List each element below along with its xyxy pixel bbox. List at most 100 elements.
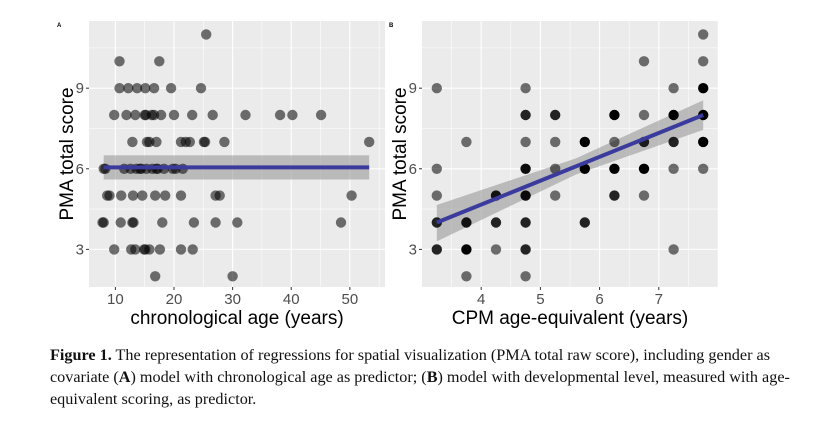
data-point (137, 190, 148, 201)
data-point (609, 109, 620, 121)
data-point (579, 136, 590, 148)
data-point (154, 56, 165, 67)
data-point (609, 163, 620, 174)
data-point (638, 190, 650, 201)
panel-a-x-ticks: 10 20 30 40 50 (107, 287, 358, 308)
data-point (638, 56, 650, 67)
data-point (130, 244, 141, 255)
panel-a-y-axis-title: PMA total score (57, 87, 78, 220)
data-point (187, 109, 198, 121)
data-point (151, 136, 162, 148)
data-point (195, 83, 207, 94)
x-tick-label: 4 (477, 291, 485, 308)
data-point (219, 136, 230, 148)
data-point (609, 136, 620, 148)
data-point (520, 190, 531, 201)
data-point (109, 109, 120, 121)
data-point (227, 271, 238, 282)
figure-caption: Figure 1. The representation of regressi… (50, 344, 820, 410)
x-tick-label: 7 (655, 291, 663, 308)
data-point (698, 136, 709, 148)
data-point (232, 217, 243, 228)
caption-ref-a: A (118, 368, 131, 386)
regression-line (436, 113, 704, 225)
panel-a-tag: A (57, 23, 62, 29)
data-point (160, 190, 171, 201)
data-point (274, 109, 286, 121)
data-point (609, 190, 620, 201)
data-point (431, 190, 442, 201)
y-tick-label: 3 (76, 241, 84, 258)
x-tick-label: 30 (224, 291, 241, 308)
data-point (168, 109, 180, 121)
data-point (315, 109, 327, 121)
data-point (187, 244, 198, 255)
data-point (550, 190, 561, 201)
data-point (638, 109, 650, 121)
panel-b: B 3 6 9 4 5 6 7 CPM age-equivalent (years) PM… (389, 21, 719, 329)
data-point (150, 271, 161, 282)
data-point (431, 83, 442, 94)
data-point (698, 29, 709, 40)
data-point (638, 163, 650, 174)
data-point (128, 217, 139, 228)
data-point (668, 136, 679, 148)
data-point (461, 217, 472, 228)
data-point (131, 83, 143, 94)
y-tick-label: 9 (409, 80, 417, 97)
data-point (698, 56, 709, 67)
data-point (550, 163, 561, 174)
data-point (520, 271, 531, 282)
data-point (98, 217, 109, 228)
data-point (175, 190, 187, 201)
x-tick-label: 50 (341, 291, 358, 308)
panel-a-points (97, 29, 375, 282)
data-point (550, 136, 561, 148)
x-tick-label: 6 (595, 291, 603, 308)
data-point (150, 190, 161, 201)
data-point (104, 190, 115, 201)
data-point (127, 190, 139, 201)
data-point (154, 244, 166, 255)
x-tick-label: 5 (536, 291, 544, 308)
data-point (240, 109, 251, 121)
data-point (668, 83, 679, 94)
y-tick-label: 6 (76, 161, 84, 178)
data-point (165, 83, 177, 94)
data-point (148, 83, 160, 94)
data-point (207, 109, 218, 121)
panel-a: A 3 6 9 10 20 30 40 50 chronological age (year… (57, 21, 385, 329)
data-point (520, 109, 531, 121)
data-point (668, 109, 679, 121)
data-point (116, 190, 127, 201)
data-point (287, 109, 298, 121)
data-point (155, 109, 167, 121)
panel-b-tag: B (389, 23, 394, 29)
data-point (121, 109, 132, 121)
caption-ref-b: B (426, 368, 438, 386)
data-point (199, 136, 211, 148)
panel-a-x-axis-title: chronological age (years) (130, 308, 343, 329)
data-point (431, 244, 442, 255)
data-point (520, 136, 531, 148)
data-point (144, 244, 155, 255)
data-point (520, 83, 531, 94)
data-point (114, 83, 125, 94)
data-point (668, 163, 679, 174)
data-point (431, 163, 442, 174)
figure-1: A 3 6 9 10 20 30 40 50 chronological age (year… (57, 21, 719, 329)
data-point (123, 83, 134, 94)
y-tick-label: 6 (409, 161, 417, 178)
data-point (461, 136, 472, 148)
panel-b-x-ticks: 4 5 6 7 (477, 287, 663, 308)
data-point (461, 244, 472, 255)
caption-text-2: ) model with chronological age as predic… (130, 368, 427, 386)
caption-text-1: The representation of regressions for sp… (50, 346, 771, 386)
data-point (188, 217, 200, 228)
y-tick-label: 9 (76, 80, 84, 97)
data-point (490, 217, 502, 228)
panel-b-y-ticks: 3 6 9 (409, 80, 422, 258)
data-point (520, 163, 531, 174)
caption-text-3: ) model with developmental level, measur… (50, 368, 790, 408)
data-point (127, 136, 138, 148)
